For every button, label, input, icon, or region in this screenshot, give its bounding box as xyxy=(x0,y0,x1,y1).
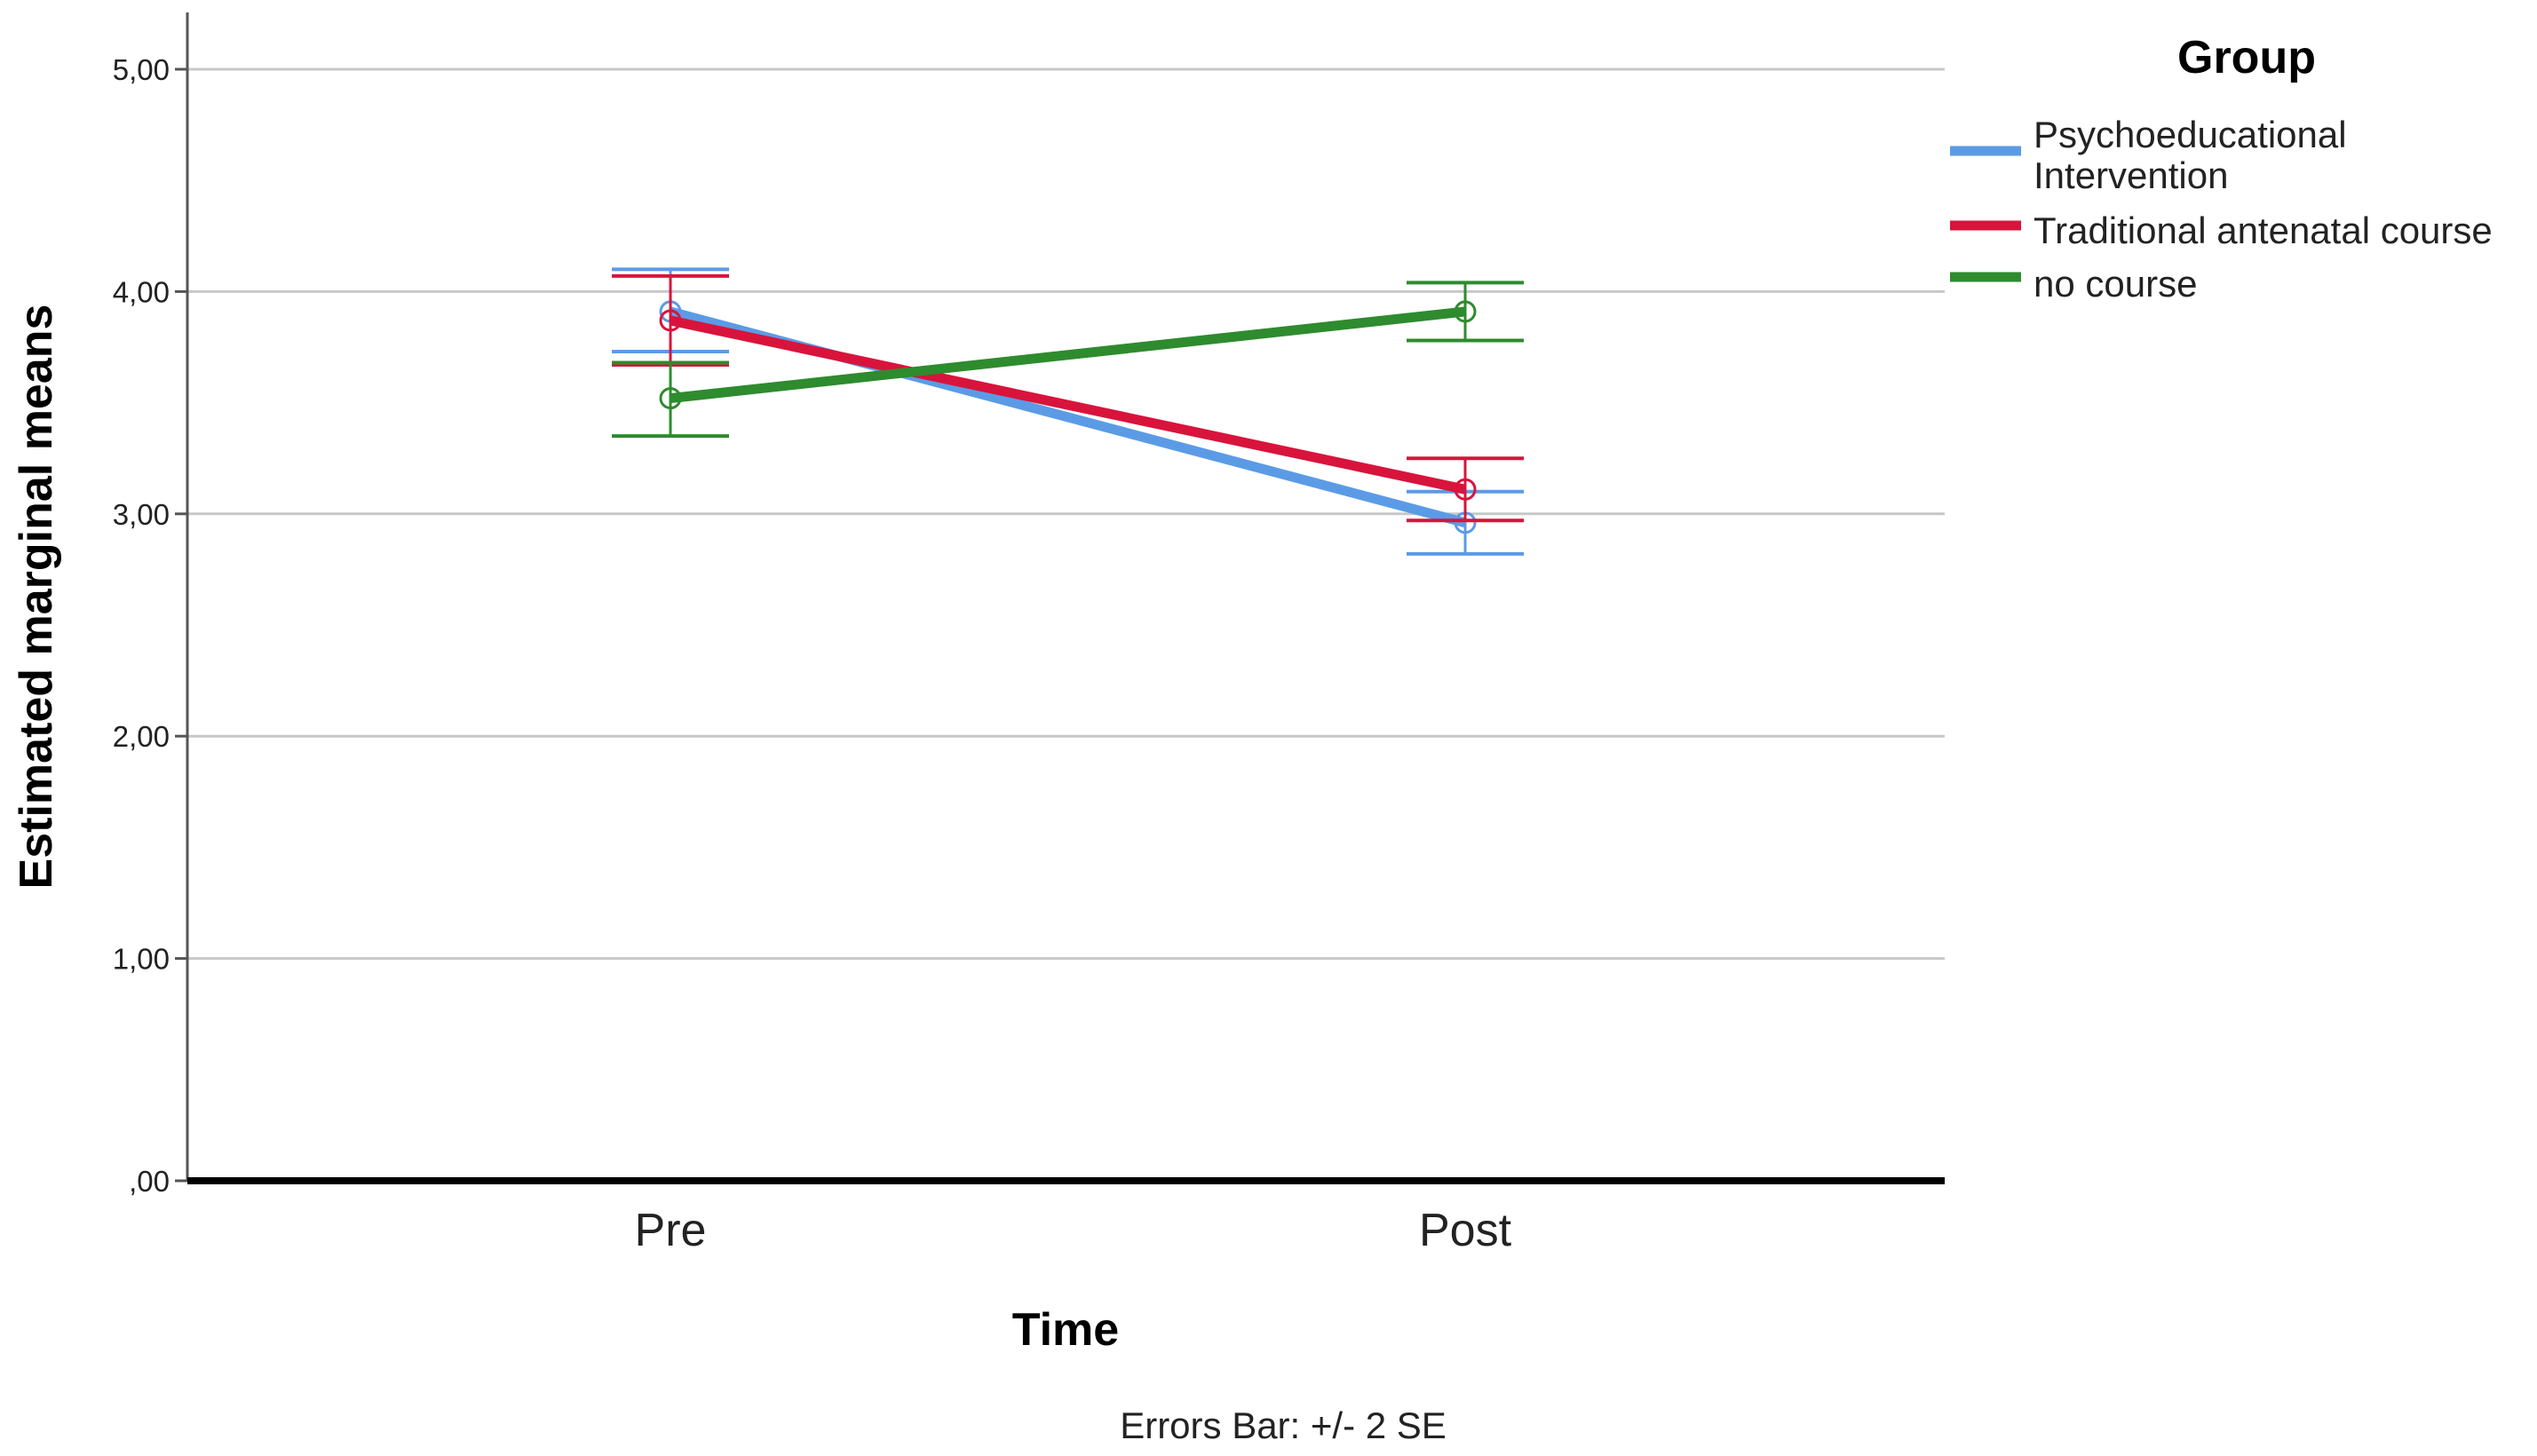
data-point xyxy=(1454,300,1477,323)
gridlines xyxy=(187,67,1945,961)
y-axis-title: Estimated marginal means xyxy=(11,305,62,890)
y-tick-label: 2,00 xyxy=(113,720,170,753)
series-lines xyxy=(612,267,1524,556)
series-line xyxy=(669,315,1467,495)
y-tick-label: ,00 xyxy=(129,1165,170,1198)
legend-item: Traditional antenatal course xyxy=(1950,210,2493,251)
legend-label: no course xyxy=(2034,263,2197,305)
series-group xyxy=(612,273,1524,523)
axes xyxy=(186,12,1945,1184)
y-tick-label: 1,00 xyxy=(113,943,170,976)
y-tick-label: 5,00 xyxy=(113,53,170,86)
y-tick-label: 3,00 xyxy=(113,498,170,531)
y-tick-label: 4,00 xyxy=(113,275,170,308)
data-point xyxy=(659,309,682,332)
series-line xyxy=(670,306,1466,404)
legend-label: Psychoeducational xyxy=(2034,114,2347,155)
x-tick-label: Post xyxy=(1419,1205,1512,1256)
y-tick-labels: ,00 1,00 2,00 3,00 4,00 5,00 xyxy=(113,53,187,1198)
data-point xyxy=(659,387,682,410)
x-tick-label: Pre xyxy=(635,1205,707,1256)
legend-label: Traditional antenatal course xyxy=(2034,210,2493,251)
data-point xyxy=(1454,478,1477,501)
legend-item: no course xyxy=(1950,263,2197,305)
error-bar-footnote: Errors Bar: +/- 2 SE xyxy=(1120,1405,1447,1446)
legend-title: Group xyxy=(2177,32,2316,83)
x-tick-labels: Pre Post xyxy=(635,1205,1512,1256)
legend-label: Intervention xyxy=(2034,154,2228,196)
series-group xyxy=(612,267,1524,556)
series-group xyxy=(612,281,1524,439)
x-axis-title: Time xyxy=(1012,1304,1119,1356)
